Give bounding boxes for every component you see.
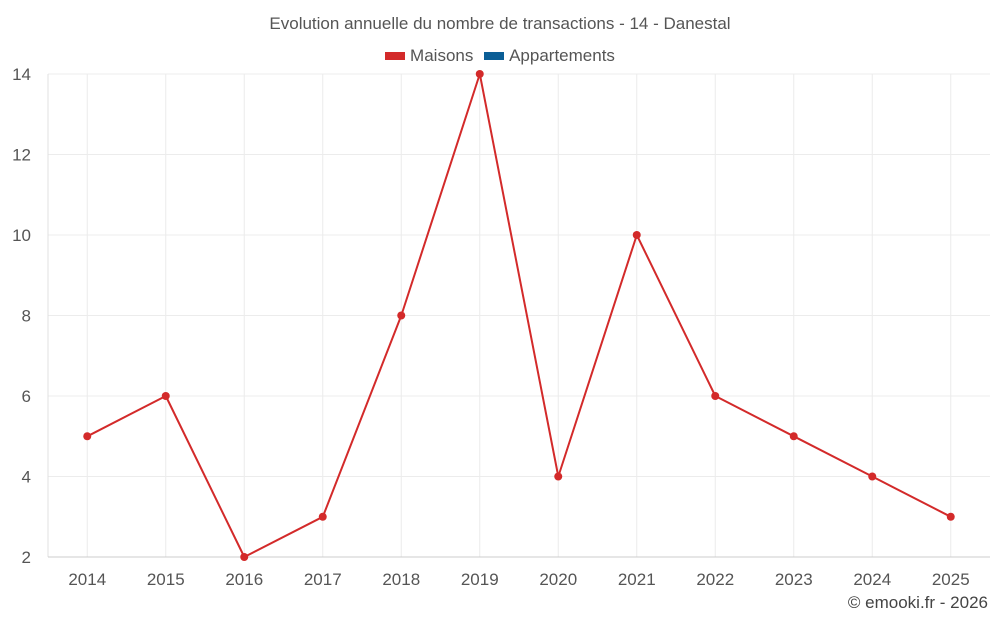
- x-tick-label: 2019: [461, 570, 499, 589]
- data-point-maisons: [946, 512, 955, 521]
- data-point-maisons: [318, 512, 327, 521]
- legend-swatch-maisons: [385, 52, 406, 60]
- x-tick-label: 2020: [539, 570, 577, 589]
- grid: [48, 73, 990, 557]
- data-point-maisons: [554, 472, 563, 481]
- x-tick-label: 2017: [304, 570, 342, 589]
- y-tick-label: 10: [12, 226, 31, 245]
- x-tick-label: 2022: [696, 570, 734, 589]
- legend-item-appartements[interactable]: Appartements: [484, 46, 615, 66]
- y-tick-label: 2: [22, 548, 31, 567]
- tick-labels: 2 4 6 8 10 12 14 2014 2015 2016 2017 2018 2019 2020 20…: [12, 65, 970, 589]
- x-tick-label: 2018: [382, 570, 420, 589]
- y-tick-label: 12: [12, 146, 31, 165]
- x-tick-label: 2015: [147, 570, 185, 589]
- axes: [47, 74, 990, 558]
- data-point-maisons: [789, 432, 798, 441]
- credit: © emooki.fr - 2026: [847, 593, 988, 612]
- y-tick-label: 6: [22, 387, 31, 406]
- legend-label-appartements: Appartements: [509, 46, 615, 65]
- x-tick-label: 2024: [853, 570, 891, 589]
- series-line-maisons: [86, 73, 952, 558]
- data-point-maisons: [632, 231, 641, 239]
- data-point-maisons: [161, 392, 170, 400]
- legend-label-maisons: Maisons: [410, 46, 474, 65]
- x-tick-label: 2016: [225, 570, 263, 589]
- series-layer: [83, 70, 955, 561]
- data-point-maisons: [240, 553, 249, 561]
- y-tick-label: 8: [22, 307, 31, 326]
- data-point-maisons: [475, 70, 484, 78]
- y-tick-label: 4: [22, 468, 31, 487]
- data-point-maisons: [83, 432, 92, 441]
- data-point-maisons: [711, 392, 720, 400]
- chart-title: Evolution annuelle du nombre de transact…: [269, 14, 731, 33]
- x-tick-label: 2014: [68, 570, 106, 589]
- x-tick-label: 2025: [932, 570, 970, 589]
- y-tick-label: 14: [12, 65, 31, 84]
- legend: Maisons Appartements: [0, 45, 1000, 66]
- data-point-maisons: [868, 472, 877, 481]
- x-tick-label: 2023: [775, 570, 813, 589]
- legend-item-maisons[interactable]: Maisons: [385, 46, 473, 66]
- data-point-maisons: [397, 311, 406, 320]
- legend-swatch-appartements: [484, 52, 505, 60]
- x-tick-label: 2021: [618, 570, 656, 589]
